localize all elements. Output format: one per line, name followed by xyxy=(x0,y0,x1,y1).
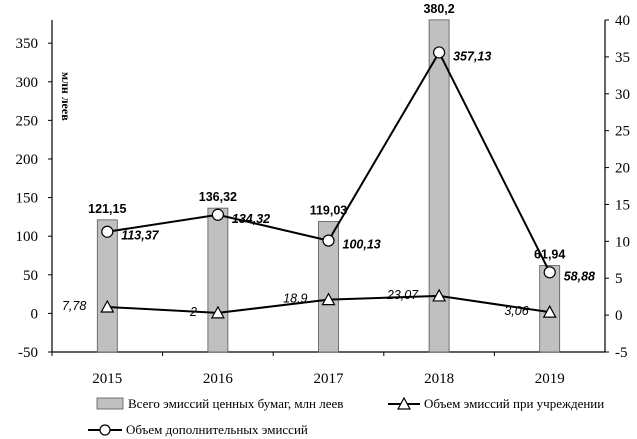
circle-marker xyxy=(322,234,335,247)
line-series xyxy=(100,46,557,319)
bar xyxy=(96,219,118,353)
chart-axes: 350300250200150100500-504035302520151050… xyxy=(16,13,631,387)
circle-value-label: 357,13 xyxy=(453,49,491,63)
circle-value-label: 134,32 xyxy=(232,212,270,226)
bar-value-label: 380,2 xyxy=(423,2,454,16)
triangle-marker xyxy=(542,304,557,318)
circle-marker xyxy=(543,266,556,279)
bar xyxy=(207,207,229,353)
legend-triangle-label: Объем эмиссий при учреждении xyxy=(424,396,604,411)
triangle-value-label: 23,07 xyxy=(386,288,419,302)
legend-circle-marker xyxy=(99,424,111,436)
y2-tick-label: -5 xyxy=(615,345,628,361)
circle-value-label: 58,88 xyxy=(564,269,595,283)
bar-series xyxy=(96,19,561,353)
triangle-value-label: 18,9 xyxy=(283,292,307,306)
circle-value-label: 100,13 xyxy=(343,238,381,252)
triangle-marker xyxy=(321,292,336,306)
triangle-marker xyxy=(100,299,115,313)
legend-circle-label: Объем дополнительных эмиссий xyxy=(126,422,308,437)
circle-marker xyxy=(211,208,224,221)
x-tick-label: 2019 xyxy=(535,371,565,387)
y-tick-label: 0 xyxy=(31,306,39,322)
triangle-marker xyxy=(432,288,447,302)
bar-value-label: 121,15 xyxy=(88,202,126,216)
y-tick-label: -50 xyxy=(18,345,38,361)
x-tick-label: 2016 xyxy=(203,371,234,387)
triangle-marker xyxy=(210,305,225,319)
x-tick-label: 2015 xyxy=(92,371,122,387)
y2-tick-label: 10 xyxy=(615,234,630,250)
y2-tick-label: 35 xyxy=(615,50,630,66)
y-tick-label: 300 xyxy=(16,75,39,91)
x-tick-label: 2017 xyxy=(314,371,345,387)
y-tick-label: 350 xyxy=(16,36,39,52)
bar-value-label: 119,03 xyxy=(310,203,348,217)
y2-tick-label: 20 xyxy=(615,161,630,177)
legend-bar-swatch xyxy=(96,397,124,410)
legend-triangle-marker xyxy=(396,396,412,410)
circle-marker xyxy=(101,225,114,238)
bar-value-label: 136,32 xyxy=(199,190,237,204)
triangle-value-label: 7,78 xyxy=(62,299,86,313)
circle-value-label: 113,37 xyxy=(121,229,159,243)
y2-tick-label: 15 xyxy=(615,197,630,213)
triangle-value-label: 2 xyxy=(189,305,197,319)
y-tick-label: 150 xyxy=(16,191,39,207)
y-tick-label: 250 xyxy=(16,113,39,129)
bar xyxy=(318,221,339,353)
y-axis-title: млн леев xyxy=(59,72,73,121)
y-tick-label: 50 xyxy=(23,268,38,284)
legend-bar-label: Всего эмиссий ценных бумаг, млн леев xyxy=(128,396,343,411)
y2-tick-label: 25 xyxy=(615,124,630,140)
y-tick-label: 200 xyxy=(16,152,39,168)
y2-tick-label: 40 xyxy=(615,13,630,29)
legend: Всего эмиссий ценных бумаг, млн леев Объе… xyxy=(88,396,604,437)
data-labels: 121,15 136,32 119,03 380,2 61,94 7,78 2 18,9 23,… xyxy=(62,2,595,319)
bar-value-label: 61,94 xyxy=(534,248,565,262)
circle-marker xyxy=(433,46,446,59)
x-tick-label: 2018 xyxy=(424,371,454,387)
y2-tick-label: 5 xyxy=(615,271,623,287)
bar xyxy=(428,19,450,353)
y-tick-label: 100 xyxy=(16,229,39,245)
y2-tick-label: 30 xyxy=(615,87,630,103)
y2-tick-label: 0 xyxy=(615,308,623,324)
triangle-value-label: 3,06 xyxy=(504,304,528,318)
